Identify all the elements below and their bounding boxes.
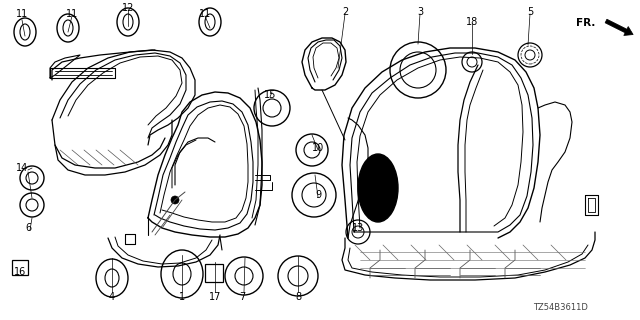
Text: 13: 13 (352, 223, 364, 233)
Text: 16: 16 (14, 267, 26, 277)
Text: 12: 12 (122, 3, 134, 13)
Circle shape (171, 196, 179, 204)
Text: 1: 1 (179, 292, 185, 302)
Text: TZ54B3611D: TZ54B3611D (533, 303, 588, 312)
Bar (205, 264, 223, 282)
Text: 3: 3 (417, 7, 423, 17)
Text: 14: 14 (16, 163, 28, 173)
Text: 11: 11 (66, 9, 78, 19)
Text: 17: 17 (209, 292, 221, 302)
Text: 15: 15 (264, 90, 276, 100)
Text: FR.: FR. (575, 18, 595, 28)
Text: 9: 9 (315, 190, 321, 200)
Text: 11: 11 (16, 9, 28, 19)
Text: 4: 4 (109, 292, 115, 302)
Text: 7: 7 (239, 292, 245, 302)
Ellipse shape (358, 154, 398, 222)
Text: 6: 6 (25, 223, 31, 233)
Bar (12, 260, 28, 275)
Text: 11: 11 (199, 9, 211, 19)
Text: 10: 10 (312, 143, 324, 153)
Text: 18: 18 (466, 17, 478, 27)
FancyArrow shape (605, 19, 633, 36)
Text: 8: 8 (295, 292, 301, 302)
Text: 2: 2 (342, 7, 348, 17)
Text: 5: 5 (527, 7, 533, 17)
